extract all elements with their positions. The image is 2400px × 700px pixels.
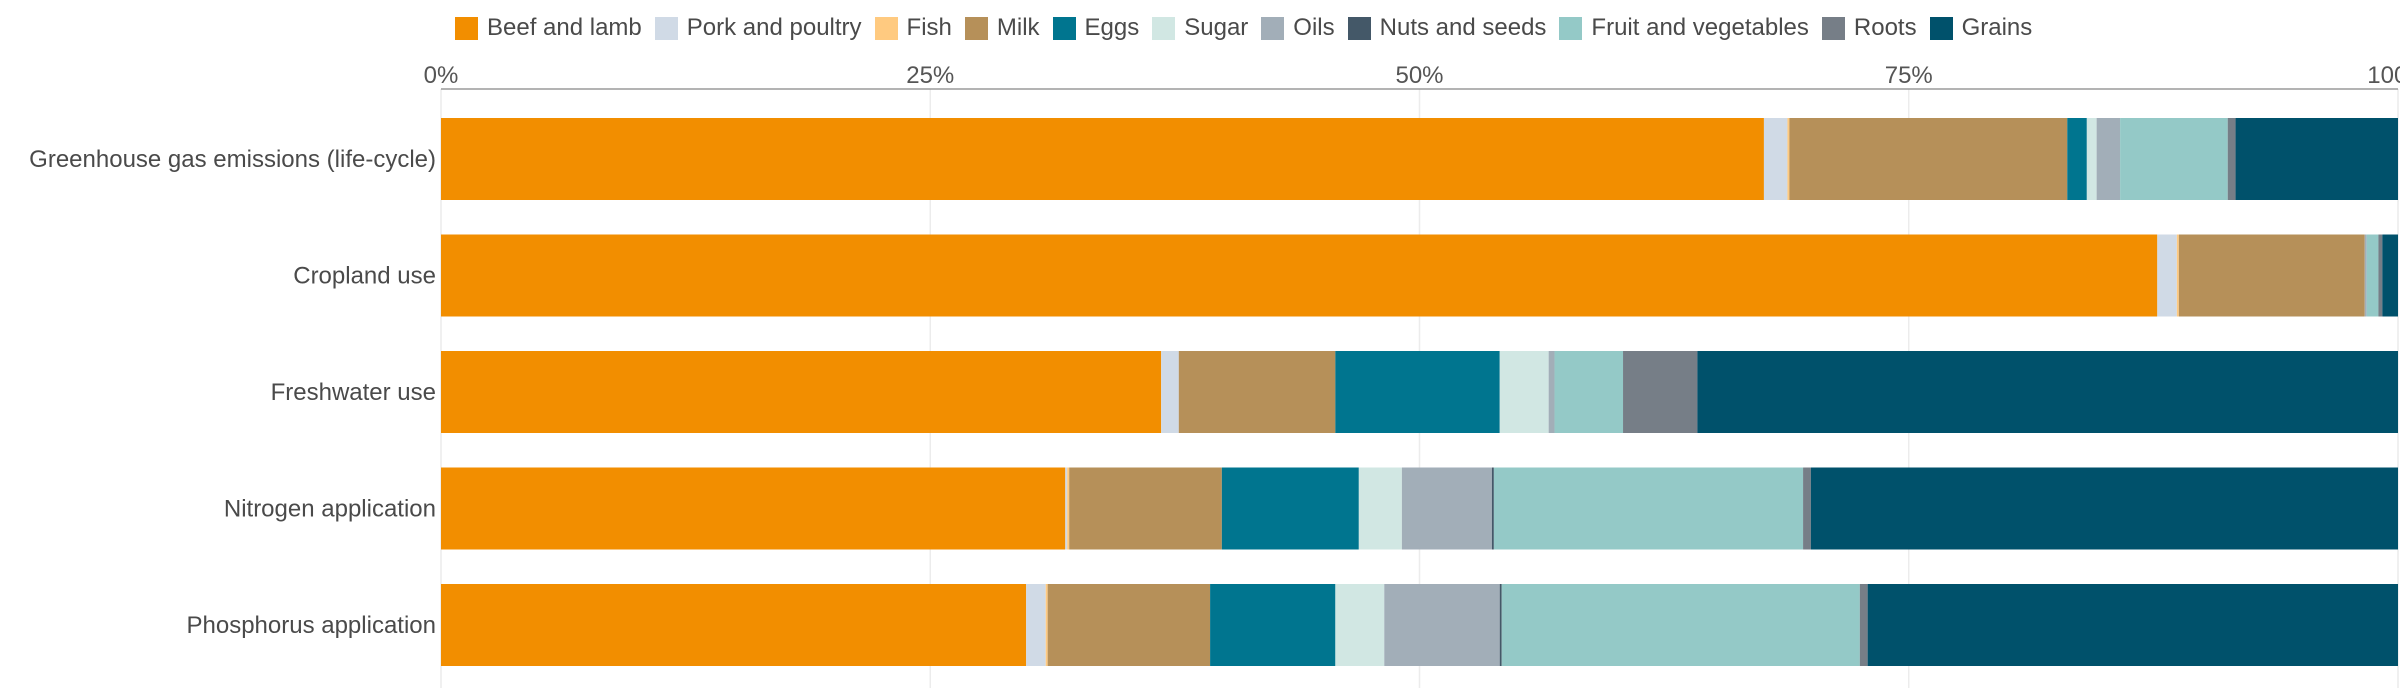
bar-segment [2157, 234, 2177, 317]
legend-item[interactable]: Beef and lamb [455, 14, 642, 42]
category-label: Phosphorus application [186, 612, 436, 639]
legend-swatch [455, 16, 478, 40]
legend-swatch [1261, 16, 1285, 40]
x-tick-label: 0% [424, 62, 459, 89]
category-label: Cropland use [293, 263, 436, 290]
legend-swatch [874, 16, 898, 40]
legend-label: Beef and lamb [487, 14, 642, 41]
bar-segment [1789, 118, 2068, 200]
bar-segment [1803, 467, 1811, 550]
bar-segment [2382, 234, 2398, 317]
legend-item[interactable]: Oils [1261, 14, 1335, 42]
bar-segment [1065, 467, 1068, 550]
bar-segment [1358, 467, 1402, 550]
legend-item[interactable]: Fish [874, 14, 952, 42]
legend-label: Eggs [1084, 14, 1140, 41]
bar-segment [1499, 351, 1549, 433]
x-tick-label: 100% [2367, 62, 2400, 89]
bar-segment [441, 467, 1066, 550]
bar-segment [2364, 234, 2367, 317]
legend-item[interactable]: Grains [1929, 14, 2033, 42]
bar-segment [1787, 118, 1790, 200]
legend-label: Roots [1853, 14, 1917, 41]
bar-segment [2120, 118, 2228, 200]
legend-item[interactable]: Roots [1821, 14, 1917, 42]
legend-label: Nuts and seeds [1379, 14, 1547, 41]
bar-segment [441, 351, 1162, 433]
bar-segment [1493, 467, 1804, 550]
legend-label: Sugar [1184, 14, 1249, 41]
bar-segment [1554, 351, 1624, 433]
bar-segment [2067, 118, 2087, 200]
bar-segment [1026, 584, 1046, 666]
bar-segment [1810, 467, 2398, 550]
bar-segment [1697, 351, 2398, 433]
category-label: Greenhouse gas emissions (life-cycle) [29, 146, 436, 173]
bar-segment [1335, 584, 1385, 666]
legend-label: Grains [1961, 14, 2033, 41]
bar-segment [2235, 118, 2398, 200]
legend-item[interactable]: Eggs [1052, 14, 1140, 42]
bar-segment [1623, 351, 1698, 433]
bar-segment [2366, 234, 2379, 317]
x-tick-label: 75% [1885, 62, 1933, 89]
bar-segment [1045, 584, 1048, 666]
bar-segment [441, 118, 1764, 200]
legend-item[interactable]: Milk [964, 14, 1040, 42]
bar-segment [1178, 351, 1336, 433]
bar-segment [1859, 584, 1868, 666]
bar-segment [1210, 584, 1336, 666]
legend-label: Fish [906, 14, 952, 41]
bar-segment [1384, 584, 1500, 666]
legend: Beef and lamb Pork and poultry Fish Milk Egg… [455, 10, 2045, 46]
x-tick-label: 25% [906, 62, 954, 89]
legend-swatch [654, 16, 678, 40]
legend-swatch [964, 16, 988, 40]
bar-segment [2178, 234, 2365, 317]
x-tick-label: 50% [1395, 62, 1443, 89]
legend-swatch [1559, 16, 1583, 40]
legend-item[interactable]: Sugar [1152, 14, 1248, 42]
bar-segment [2086, 118, 2097, 200]
category-label: Nitrogen application [224, 496, 436, 523]
bar-segment [1047, 584, 1211, 666]
bar-segment [1501, 584, 1860, 666]
legend-label: Pork and poultry [686, 14, 862, 41]
bar-segment [1335, 351, 1500, 433]
bar-segment [1548, 351, 1555, 433]
legend-swatch [1052, 16, 1076, 40]
legend-swatch [1152, 16, 1176, 40]
bar-segment [441, 584, 1027, 666]
bar-segment [1161, 351, 1179, 433]
legend-item[interactable]: Nuts and seeds [1347, 14, 1547, 42]
legend-swatch [1347, 16, 1371, 40]
bar-segment [2378, 234, 2383, 317]
legend-label: Fruit and vegetables [1591, 14, 1809, 41]
legend-item[interactable]: Pork and poultry [654, 14, 862, 42]
bar-segment [1867, 584, 2398, 666]
legend-label: Milk [996, 14, 1040, 41]
bar-segment [1069, 467, 1222, 550]
legend-label: Oils [1293, 14, 1335, 41]
bar-segment [1491, 467, 1494, 550]
bar-segment [1401, 467, 1492, 550]
bar-segment [2176, 234, 2179, 317]
bar-segment [1067, 467, 1070, 550]
legend-swatch [1821, 16, 1845, 40]
bar-segment [441, 234, 2158, 317]
bar-segment [1763, 118, 1788, 200]
bar-segment [2227, 118, 2236, 200]
bar-segment [2096, 118, 2121, 200]
bar-segment [1499, 584, 1502, 666]
legend-item[interactable]: Fruit and vegetables [1559, 14, 1809, 42]
bar-segment [1221, 467, 1359, 550]
legend-swatch [1929, 16, 1953, 40]
category-label: Freshwater use [271, 379, 436, 406]
